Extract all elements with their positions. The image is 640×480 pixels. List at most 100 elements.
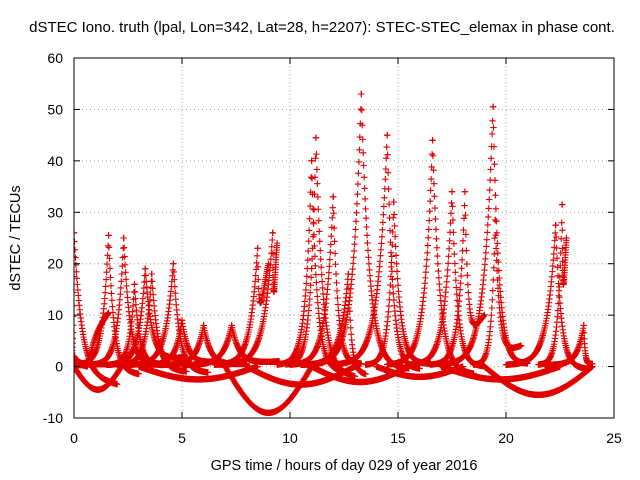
data-point — [67, 362, 73, 368]
data-point — [74, 261, 80, 269]
data-point — [461, 188, 469, 195]
data-point — [122, 276, 130, 283]
data-point — [105, 232, 112, 239]
data-point — [313, 166, 321, 173]
data-point — [310, 220, 317, 228]
data-point — [424, 249, 431, 257]
data-point — [427, 187, 434, 194]
data-point — [446, 237, 453, 245]
data-point — [362, 205, 369, 213]
data-point — [451, 250, 458, 258]
data-point — [483, 236, 490, 243]
data-point — [183, 368, 190, 375]
data-point — [358, 90, 365, 98]
data-point — [150, 297, 157, 304]
data-point — [384, 131, 391, 139]
data-point — [129, 302, 137, 310]
data-point — [457, 279, 464, 287]
data-point — [366, 266, 373, 274]
data-point — [313, 286, 321, 294]
data-point — [431, 193, 438, 200]
data-point — [330, 193, 337, 201]
data-point — [67, 361, 73, 367]
data-point — [465, 289, 472, 296]
data-point — [172, 290, 179, 297]
data-point — [464, 281, 472, 288]
data-point — [425, 226, 432, 233]
data-point — [422, 274, 429, 282]
data-point — [312, 134, 320, 141]
data-point — [364, 247, 372, 254]
data-point — [328, 233, 335, 240]
data-point — [102, 289, 109, 296]
data-point — [122, 269, 129, 276]
data-point — [324, 281, 332, 288]
data-point — [119, 262, 126, 270]
data-point — [426, 207, 433, 215]
data-point — [489, 117, 496, 125]
data-point — [331, 238, 338, 245]
data-point — [427, 175, 435, 183]
data-point — [483, 243, 490, 250]
data-point — [74, 246, 79, 254]
data-point — [326, 263, 333, 270]
data-point — [460, 215, 468, 222]
data-point — [365, 254, 372, 261]
data-point — [422, 269, 430, 276]
data-point — [352, 218, 360, 225]
data-point — [379, 226, 386, 234]
data-point — [74, 362, 75, 364]
data-point — [74, 342, 76, 344]
data-point — [355, 170, 362, 177]
data-point — [353, 209, 360, 217]
data-point — [329, 204, 336, 211]
data-point — [107, 274, 114, 281]
data-point — [430, 180, 438, 187]
data-point — [327, 249, 334, 256]
data-point — [317, 247, 324, 254]
data-point — [487, 166, 494, 173]
data-point — [481, 261, 489, 268]
data-point — [383, 143, 390, 151]
data-point — [363, 232, 371, 239]
data-point — [269, 229, 276, 237]
data-point — [388, 263, 395, 271]
data-point — [360, 174, 368, 181]
data-point — [387, 273, 395, 280]
data-point — [386, 296, 393, 303]
satellite-pass — [66, 229, 121, 388]
data-point — [351, 240, 358, 248]
satellite-pass — [438, 103, 531, 368]
data-point — [315, 217, 322, 224]
data-point — [74, 286, 82, 294]
data-point — [431, 204, 439, 212]
data-point — [74, 364, 75, 366]
data-point — [453, 291, 460, 298]
data-point — [463, 260, 471, 268]
data-point — [443, 278, 450, 285]
data-point — [149, 285, 156, 292]
data-point — [106, 265, 114, 272]
data-point — [325, 275, 332, 282]
data-point — [103, 260, 111, 268]
data-point — [314, 299, 321, 306]
data-point — [67, 362, 73, 368]
data-point — [350, 254, 357, 261]
data-point — [74, 305, 77, 307]
data-point — [121, 253, 128, 260]
data-point — [492, 205, 500, 212]
data-point — [169, 272, 176, 280]
data-point — [170, 268, 178, 276]
data-point — [107, 282, 115, 290]
data-point — [364, 239, 371, 247]
data-point — [269, 250, 277, 257]
data-point — [66, 362, 72, 368]
data-point — [333, 287, 341, 295]
data-point — [332, 261, 339, 268]
data-point — [487, 155, 495, 162]
satellite-pass — [470, 216, 525, 368]
data-point — [132, 301, 140, 308]
data-point — [488, 304, 496, 312]
data-point — [315, 206, 322, 213]
